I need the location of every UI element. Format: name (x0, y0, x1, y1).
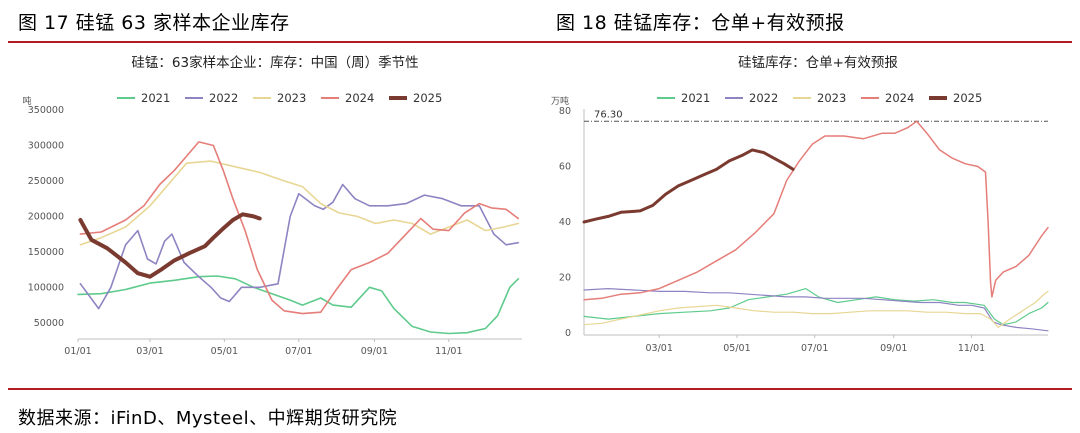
y-tick-label: 100000 (28, 282, 64, 293)
y-tick-label: 150000 (28, 247, 64, 258)
top-divider (8, 41, 1072, 43)
x-tick-label: 09/01 (361, 346, 388, 356)
x-tick-label: 05/01 (723, 343, 750, 354)
legend-label-2024: 2024 (885, 91, 914, 105)
legend-label-2023: 2023 (817, 91, 846, 105)
legend-label-2024: 2024 (345, 91, 374, 105)
legend-label-2025: 2025 (413, 91, 442, 105)
y-tick-label: 200000 (28, 211, 64, 222)
y-tick-label: 20 (559, 273, 571, 284)
series-line-2025 (582, 148, 795, 224)
bottom-divider (8, 388, 1072, 390)
legend-label-2022: 2022 (209, 91, 238, 105)
x-tick-label: 11/01 (435, 346, 462, 356)
figure-17-title: 图 17 硅锰 63 家样本企业库存 (18, 12, 290, 34)
y-tick-label: 250000 (28, 176, 64, 187)
legend-label-2025: 2025 (953, 91, 982, 105)
x-tick-label: 03/01 (136, 346, 163, 356)
x-tick-label: 03/01 (646, 343, 673, 354)
legend-label-2021: 2021 (141, 91, 170, 105)
x-tick-label: 11/01 (958, 343, 985, 354)
x-tick-label: 07/01 (801, 343, 828, 354)
y-tick-label: 0 (565, 328, 571, 339)
figure-18-title: 图 18 硅锰库存：仓单+有效预报 (556, 12, 845, 34)
series-line-2023 (583, 290, 1049, 328)
legend-label-2022: 2022 (749, 91, 778, 105)
y-tick-label: 40 (559, 217, 571, 228)
legend-label-2021: 2021 (681, 91, 710, 105)
y-axis-unit: 吨 (22, 95, 31, 107)
chart-title: 硅锰：63家样本企业：库存：中国（周）季节性 (131, 54, 418, 71)
series-line-2021 (77, 275, 520, 335)
chart-warehouse-receipt-inventory: 硅锰库存：仓单+有效预报 2021 2022 2023 2024 2025 万吨 0 20 40 6… (551, 55, 1049, 354)
chart-title: 硅锰库存：仓单+有效预报 (738, 55, 898, 71)
chart-sample-enterprise-inventory: 硅锰：63家样本企业：库存：中国（周）季节性 2021 2022 2023 2024 20… (22, 54, 522, 356)
x-tick-label: 07/01 (285, 346, 312, 356)
legend-label-2023: 2023 (277, 91, 306, 105)
x-tick-label: 01/01 (64, 346, 91, 356)
y-tick-label: 300000 (28, 140, 64, 151)
series-line-2024 (583, 120, 1049, 301)
y-tick-label: 50000 (34, 318, 64, 329)
max-reference-label: 76.30 (594, 109, 623, 120)
series-line-2022 (79, 183, 520, 310)
source-note: 数据来源：iFinD、Mysteel、中辉期货研究院 (18, 408, 398, 429)
y-axis-unit: 万吨 (551, 95, 569, 107)
series-line-2024 (79, 141, 520, 315)
y-tick-label: 60 (559, 162, 571, 173)
x-tick-label: 05/01 (211, 346, 238, 356)
series-line-2021 (583, 288, 1049, 326)
y-tick-label: 80 (559, 106, 571, 117)
x-tick-label: 09/01 (880, 343, 907, 354)
y-tick-label: 350000 (28, 105, 64, 116)
series-line-2025 (78, 212, 262, 279)
